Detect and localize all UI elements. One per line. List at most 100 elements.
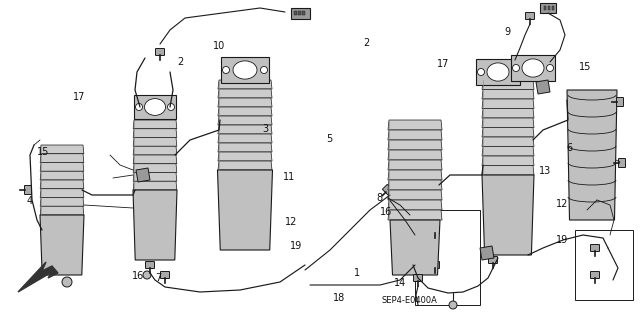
Text: 16: 16	[131, 271, 144, 281]
Polygon shape	[134, 95, 176, 119]
Polygon shape	[133, 190, 177, 260]
Polygon shape	[40, 206, 84, 215]
Text: 12: 12	[285, 217, 298, 227]
Polygon shape	[390, 220, 440, 275]
Polygon shape	[482, 108, 534, 118]
FancyBboxPatch shape	[591, 244, 600, 251]
Circle shape	[260, 66, 268, 73]
Polygon shape	[218, 125, 272, 134]
Polygon shape	[133, 146, 177, 155]
Polygon shape	[18, 262, 58, 292]
Circle shape	[62, 277, 72, 287]
Polygon shape	[536, 80, 550, 94]
Polygon shape	[388, 120, 442, 130]
Text: 3: 3	[262, 124, 269, 134]
Text: 19: 19	[290, 241, 303, 251]
Bar	[294, 11, 296, 15]
Polygon shape	[218, 134, 272, 143]
Bar	[552, 6, 554, 10]
Polygon shape	[388, 210, 442, 220]
Circle shape	[136, 103, 143, 110]
Polygon shape	[388, 150, 442, 160]
Polygon shape	[482, 128, 534, 137]
Circle shape	[223, 66, 230, 73]
Polygon shape	[388, 190, 442, 200]
Ellipse shape	[487, 63, 509, 81]
Polygon shape	[133, 181, 177, 190]
Polygon shape	[40, 162, 84, 171]
Text: 19: 19	[556, 235, 568, 245]
Polygon shape	[40, 145, 84, 154]
Text: 7: 7	[156, 273, 162, 283]
Polygon shape	[218, 152, 272, 161]
Text: 1: 1	[354, 268, 360, 278]
Text: FR.: FR.	[33, 289, 51, 299]
Polygon shape	[482, 118, 534, 128]
Text: 5: 5	[326, 134, 333, 144]
Polygon shape	[40, 171, 84, 180]
Polygon shape	[40, 215, 84, 275]
Text: 2: 2	[177, 57, 184, 67]
Polygon shape	[476, 59, 520, 85]
Polygon shape	[388, 140, 442, 150]
Polygon shape	[388, 200, 442, 210]
Circle shape	[513, 64, 520, 71]
Text: 11: 11	[283, 172, 296, 182]
Polygon shape	[133, 137, 177, 146]
Bar	[575, 230, 633, 300]
Polygon shape	[482, 90, 534, 99]
Polygon shape	[218, 161, 272, 170]
Text: SEP4-E0400A: SEP4-E0400A	[381, 296, 438, 305]
Polygon shape	[133, 173, 177, 181]
Circle shape	[477, 69, 484, 76]
FancyBboxPatch shape	[525, 12, 534, 19]
Polygon shape	[133, 155, 177, 164]
Polygon shape	[40, 197, 84, 206]
FancyBboxPatch shape	[156, 48, 164, 56]
FancyBboxPatch shape	[591, 271, 600, 278]
Polygon shape	[480, 246, 494, 260]
Polygon shape	[218, 116, 272, 125]
Polygon shape	[388, 160, 442, 170]
Text: 4: 4	[27, 196, 33, 206]
Polygon shape	[388, 170, 442, 180]
Text: 2: 2	[364, 38, 370, 48]
Text: 15: 15	[37, 146, 50, 157]
Polygon shape	[133, 129, 177, 137]
Ellipse shape	[145, 99, 166, 115]
FancyBboxPatch shape	[413, 275, 422, 281]
Text: 12: 12	[556, 199, 568, 209]
Bar	[547, 6, 550, 10]
Polygon shape	[482, 175, 534, 255]
Circle shape	[511, 69, 518, 76]
Polygon shape	[482, 166, 534, 175]
Text: 16: 16	[380, 207, 392, 217]
Polygon shape	[388, 180, 442, 190]
Text: 17: 17	[72, 92, 85, 102]
Polygon shape	[40, 180, 84, 189]
Circle shape	[547, 64, 554, 71]
Text: 17: 17	[437, 59, 450, 69]
Polygon shape	[482, 99, 534, 108]
Text: 13: 13	[539, 166, 552, 176]
FancyBboxPatch shape	[145, 262, 154, 269]
Bar	[302, 11, 305, 15]
Polygon shape	[567, 90, 617, 220]
Polygon shape	[482, 146, 534, 156]
Text: 10: 10	[212, 41, 225, 51]
FancyBboxPatch shape	[616, 98, 623, 107]
FancyBboxPatch shape	[488, 256, 497, 263]
FancyBboxPatch shape	[540, 3, 556, 13]
Polygon shape	[133, 164, 177, 173]
Circle shape	[143, 271, 151, 279]
Polygon shape	[218, 89, 272, 98]
Bar	[415, 210, 480, 305]
Text: 8: 8	[376, 193, 383, 203]
Text: 18: 18	[333, 293, 346, 303]
FancyBboxPatch shape	[431, 226, 440, 234]
FancyBboxPatch shape	[161, 271, 170, 278]
Polygon shape	[482, 156, 534, 166]
FancyBboxPatch shape	[431, 262, 440, 269]
Circle shape	[449, 301, 457, 309]
Ellipse shape	[233, 61, 257, 79]
